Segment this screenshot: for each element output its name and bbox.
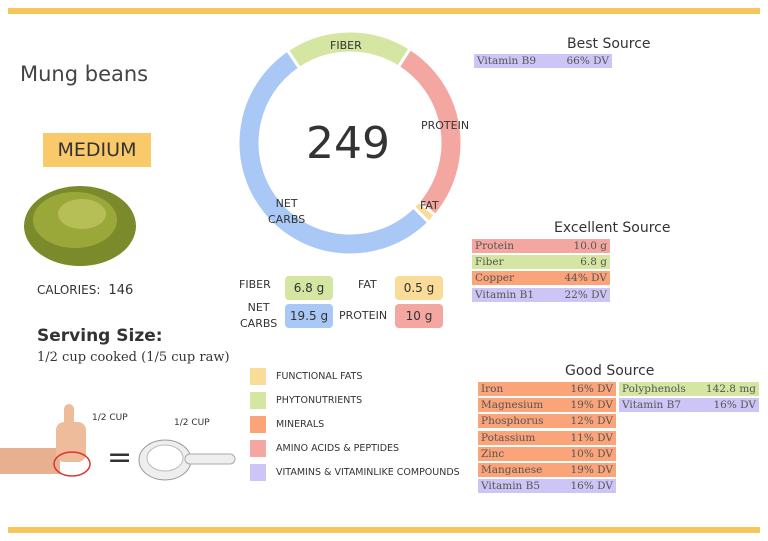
nutrient-name: Vitamin B9 [477, 55, 537, 67]
cup-label: 1/2 CUP [174, 418, 210, 428]
calories: CALORIES: 146 [37, 283, 134, 298]
legend-item: MINERALS [250, 416, 324, 433]
nutrient-row: Fiber 6.8 g [472, 255, 610, 270]
macro-donut-chart [236, 29, 464, 257]
nutrient-name: Fiber [475, 256, 504, 269]
nutrient-name: Polyphenols [622, 383, 686, 395]
donut-label-protein: PROTEIN [421, 119, 470, 132]
nutrient-value: 16% DV [713, 399, 757, 412]
good-source-title: Good Source [565, 363, 655, 379]
donut-label-net-carbs: NET CARBS [268, 197, 306, 226]
nutrient-name: Manganese [481, 464, 543, 476]
excellent-source-title: Excellent Source [554, 220, 671, 236]
macro-fiber-value: 6.8 g [285, 276, 333, 300]
nutrient-row: Vitamin B7 16% DV [619, 398, 759, 413]
level-badge: MEDIUM [43, 133, 151, 167]
nutrient-value: 16% DV [570, 383, 614, 395]
serving-illustration [0, 404, 236, 481]
nutrient-name: Vitamin B1 [475, 288, 535, 301]
nutrient-value: 11% DV [570, 431, 614, 444]
legend-item: PHYTONUTRIENTS [250, 392, 362, 409]
legend-swatch [250, 440, 266, 457]
macro-carbs-value: 19.5 g [285, 304, 333, 328]
nutrient-row: Vitamin B5 16% DV [478, 479, 616, 494]
nutrient-row: Magnesium 19% DV [478, 398, 616, 413]
donut-label-fiber: FIBER [330, 39, 362, 52]
nutrient-value: 10% DV [570, 447, 614, 460]
macro-protein-label: PROTEIN [339, 309, 388, 322]
mung-beans-image [24, 186, 136, 266]
donut-center-value: 249 [306, 118, 390, 169]
legend-swatch [250, 464, 266, 481]
macro-fiber-label: FIBER [239, 278, 271, 291]
nutrient-value: 16% DV [570, 480, 614, 493]
nutrient-row: Vitamin B1 22% DV [472, 287, 610, 302]
nutrient-row: Zinc 10% DV [478, 446, 616, 461]
nutrient-row: Polyphenols 142.8 mg [619, 382, 759, 396]
bottom-border [8, 527, 760, 533]
nutrient-name: Iron [481, 383, 504, 395]
nutrient-row: Phosphorus 12% DV [478, 414, 616, 429]
legend-label: VITAMINS & VITAMINLIKE COMPOUNDS [276, 467, 460, 478]
nutrient-value: 6.8 g [580, 256, 607, 269]
macro-carbs-label: NET CARBS [240, 301, 278, 330]
nutrient-value: 19% DV [570, 464, 614, 476]
nutrient-value: 12% DV [570, 415, 614, 428]
nutrient-value: 142.8 mg [705, 383, 756, 395]
macro-fat-value: 0.5 g [395, 276, 443, 300]
nutrient-name: Copper [475, 272, 515, 285]
macro-protein-value: 10 g [395, 304, 443, 328]
legend-item: VITAMINS & VITAMINLIKE COMPOUNDS [250, 464, 460, 481]
nutrient-name: Protein [475, 240, 514, 252]
nutrient-name: Vitamin B5 [481, 480, 541, 493]
legend-swatch [250, 392, 266, 409]
equals-sign: = [107, 440, 133, 475]
donut-segment-net-carbs [236, 48, 431, 257]
nutrient-row: Copper 44% DV [472, 271, 610, 286]
nutrient-value: 19% DV [570, 399, 614, 412]
legend-swatch [250, 368, 266, 385]
nutrient-name: Potassium [481, 431, 536, 444]
nutrient-row: Protein 10.0 g [472, 239, 610, 253]
nutrient-name: Zinc [481, 447, 505, 460]
best-source-title: Best Source [567, 36, 651, 52]
nutrient-row: Manganese 19% DV [478, 463, 616, 477]
nutrient-row: Iron 16% DV [478, 382, 616, 396]
nutrient-value: 44% DV [564, 272, 608, 285]
legend-item: AMINO ACIDS & PEPTIDES [250, 440, 399, 457]
legend-swatch [250, 416, 266, 433]
food-title: Mung beans [20, 62, 149, 86]
legend-label: FUNCTIONAL FATS [276, 371, 363, 382]
nutrient-name: Phosphorus [481, 415, 544, 428]
hand-label: 1/2 CUP [92, 413, 128, 423]
legend-label: PHYTONUTRIENTS [276, 395, 363, 406]
nutrient-row: Vitamin B9 66% DV [474, 54, 612, 68]
nutrient-value: 66% DV [566, 55, 610, 67]
legend-item: FUNCTIONAL FATS [250, 368, 362, 385]
top-border [8, 8, 760, 14]
macro-fat-label: FAT [358, 278, 377, 291]
nutrient-value: 22% DV [564, 288, 608, 301]
serving-size-value: 1/2 cup cooked (1/5 cup raw) [37, 350, 230, 365]
nutrient-name: Magnesium [481, 399, 544, 412]
nutrient-row: Potassium 11% DV [478, 430, 616, 445]
legend-label: MINERALS [276, 419, 325, 430]
nutrient-value: 10.0 g [573, 240, 607, 252]
legend-label: AMINO ACIDS & PEPTIDES [276, 443, 400, 454]
serving-size-label: Serving Size: [37, 326, 163, 346]
donut-label-fat: FAT [420, 199, 439, 212]
nutrient-name: Vitamin B7 [622, 399, 682, 412]
